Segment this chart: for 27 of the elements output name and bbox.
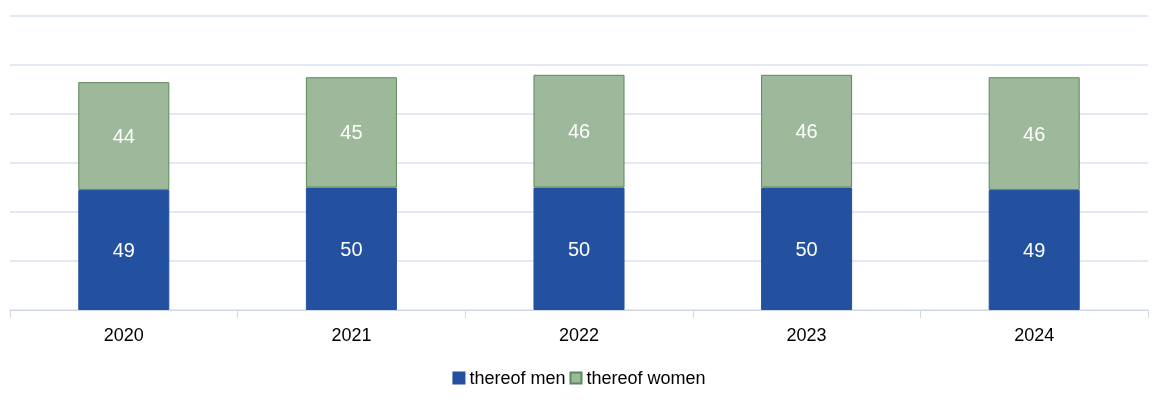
data-label: 49 xyxy=(1023,238,1046,261)
data-label: 50 xyxy=(795,237,818,260)
legend-label: thereof men xyxy=(469,368,566,388)
legend-label: thereof women xyxy=(586,368,706,388)
x-tick-label: 2022 xyxy=(558,325,600,345)
bar xyxy=(305,77,397,188)
bar xyxy=(988,189,1080,310)
bar xyxy=(533,74,625,188)
bar xyxy=(78,82,170,190)
data-label: 50 xyxy=(340,237,363,260)
bar xyxy=(533,187,625,310)
x-tick-label: 2021 xyxy=(331,325,372,345)
bar xyxy=(761,74,853,188)
data-label: 46 xyxy=(795,120,818,143)
bar xyxy=(78,189,170,310)
data-label: 44 xyxy=(112,125,135,148)
data-label: 46 xyxy=(1023,122,1046,145)
x-tick-label: 2024 xyxy=(1014,325,1055,345)
data-label: 46 xyxy=(567,120,591,143)
data-label: 50 xyxy=(567,237,591,260)
x-tick-label: 2023 xyxy=(786,325,827,345)
x-tick-label: 2020 xyxy=(103,325,144,345)
bar xyxy=(761,187,853,310)
data-label: 49 xyxy=(112,238,135,261)
data-label: 45 xyxy=(340,121,363,144)
bar xyxy=(988,77,1080,190)
bar xyxy=(305,187,397,310)
